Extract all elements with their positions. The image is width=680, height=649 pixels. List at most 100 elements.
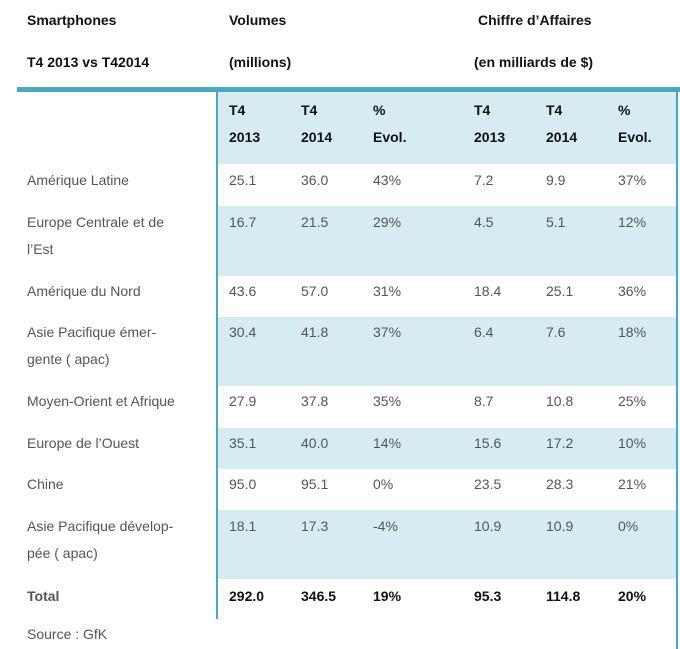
col-header-1-line1: T4	[229, 102, 246, 118]
cell-vol-2014: 41.8	[301, 324, 329, 340]
cell-vol-evol: 0%	[373, 476, 394, 492]
col-header-4-line2: 2013	[474, 129, 506, 145]
col-header-1: T4 2013	[229, 97, 260, 151]
table-row: Asie Pacifique émer-gente ( apac) 30.4 4…	[17, 317, 676, 386]
total-ca-evol: 20%	[618, 588, 647, 604]
table-row: Amérique du Nord 43.6 57.0 31% 18.4 25.1…	[17, 276, 676, 317]
row-label: Asie Pacifique dévelop-pée ( apac)	[27, 518, 174, 561]
cell-ca-2013: 8.7	[474, 393, 494, 409]
total-label: Total	[27, 588, 60, 604]
cell-ca-evol: 37%	[618, 172, 647, 188]
header-chiffre-affaires: Chiffre d’Affaires	[478, 12, 592, 28]
col-header-3: % Evol.	[373, 97, 406, 151]
cell-vol-2014: 37.8	[301, 393, 329, 409]
cell-ca-2013: 6.4	[474, 324, 494, 340]
cell-vol-2013: 16.7	[229, 214, 257, 230]
cell-ca-evol: 36%	[618, 283, 647, 299]
total-vol-evol: 19%	[373, 588, 402, 604]
row-label: Amérique Latine	[27, 172, 129, 188]
col-header-5-line1: T4	[546, 102, 563, 118]
header-smartphones: Smartphones	[27, 12, 117, 28]
cell-ca-evol: 21%	[618, 476, 647, 492]
total-vol-2014: 346.5	[301, 588, 337, 604]
cell-ca-2013: 18.4	[474, 283, 502, 299]
cell-vol-2013: 18.1	[229, 518, 257, 534]
cell-ca-2014: 5.1	[546, 214, 566, 230]
cell-vol-evol: 35%	[373, 393, 402, 409]
cell-ca-evol: 10%	[618, 435, 647, 451]
cell-ca-evol: 12%	[618, 214, 647, 230]
cell-ca-2014: 25.1	[546, 283, 574, 299]
header-period: T4 2013 vs T42014	[27, 54, 150, 70]
header-volumes: Volumes	[229, 12, 287, 28]
cell-ca-evol: 25%	[618, 393, 647, 409]
cell-ca-2013: 7.2	[474, 172, 494, 188]
cell-ca-2013: 4.5	[474, 214, 494, 230]
cell-vol-2014: 21.5	[301, 214, 329, 230]
cell-ca-2014: 17.2	[546, 435, 574, 451]
col-header-5-line2: 2014	[546, 129, 578, 145]
source-note: Source : GfK	[27, 626, 108, 642]
row-label: Chine	[27, 476, 64, 492]
table-row: Chine 95.0 95.1 0% 23.5 28.3 21%	[17, 469, 676, 510]
table-row: Asie Pacifique dévelop-pée ( apac) 18.1 …	[17, 510, 676, 579]
cell-vol-2013: 30.4	[229, 324, 257, 340]
row-label: Amérique du Nord	[27, 283, 141, 299]
col-header-2: T4 2014	[301, 97, 332, 151]
col-header-4: T4 2013	[474, 97, 505, 151]
header-volumes-unit: (millions)	[229, 54, 292, 70]
total-ca-2013: 95.3	[474, 588, 502, 604]
cell-ca-2014: 28.3	[546, 476, 574, 492]
cell-ca-2013: 15.6	[474, 435, 502, 451]
cell-vol-2014: 36.0	[301, 172, 329, 188]
col-header-6: % Evol.	[618, 97, 651, 151]
table-row: Europe Centrale et de l’Est 16.7 21.5 29…	[17, 206, 676, 276]
total-ca-2014: 114.8	[546, 588, 581, 604]
cell-vol-2013: 27.9	[229, 393, 257, 409]
cell-vol-evol: 29%	[373, 214, 402, 230]
col-header-5: T4 2014	[546, 97, 577, 151]
column-divider	[216, 92, 218, 619]
cell-ca-2014: 7.6	[546, 324, 566, 340]
cell-ca-2014: 10.8	[546, 393, 574, 409]
cell-ca-evol: 0%	[618, 518, 639, 534]
cell-vol-2014: 17.3	[301, 518, 329, 534]
cell-ca-2014: 10.9	[546, 518, 574, 534]
cell-ca-2013: 23.5	[474, 476, 502, 492]
cell-vol-evol: 43%	[373, 172, 402, 188]
col-header-2-line1: T4	[301, 102, 318, 118]
cell-vol-evol: 37%	[373, 324, 402, 340]
cell-vol-evol: 31%	[373, 283, 402, 299]
cell-vol-2013: 43.6	[229, 283, 257, 299]
header-rule	[17, 87, 680, 92]
cell-vol-2014: 40.0	[301, 435, 329, 451]
total-vol-2013: 292.0	[229, 588, 265, 604]
row-label: Europe de l’Ouest	[27, 435, 140, 451]
col-header-6-line2: Evol.	[618, 129, 652, 145]
col-header-3-line1: %	[373, 102, 386, 118]
row-label: Asie Pacifique émer-gente ( apac)	[27, 324, 157, 367]
cell-vol-2014: 57.0	[301, 283, 329, 299]
col-header-3-line2: Evol.	[373, 129, 407, 145]
cell-ca-evol: 18%	[618, 324, 647, 340]
cell-vol-2013: 95.0	[229, 476, 257, 492]
table-right-border	[676, 92, 678, 649]
col-header-4-line1: T4	[474, 102, 491, 118]
cell-vol-evol: 14%	[373, 435, 402, 451]
row-label: Europe Centrale et de l’Est	[27, 214, 164, 257]
col-header-6-line1: %	[618, 102, 631, 118]
cell-vol-2014: 95.1	[301, 476, 329, 492]
cell-vol-2013: 35.1	[229, 435, 257, 451]
cell-vol-2013: 25.1	[229, 172, 257, 188]
row-label: Moyen-Orient et Afrique	[27, 393, 175, 409]
table-row: Amérique Latine 25.1 36.0 43% 7.2 9.9 37…	[17, 164, 676, 206]
total-row: Total 292.0 346.5 19% 95.3 114.8 20%	[17, 579, 676, 619]
cell-vol-evol: -4%	[373, 518, 398, 534]
col-header-1-line2: 2013	[229, 129, 261, 145]
table-row: Europe de l’Ouest 35.1 40.0 14% 15.6 17.…	[17, 428, 676, 469]
header-ca-unit: (en milliards de $)	[474, 54, 594, 70]
col-header-2-line2: 2014	[301, 129, 333, 145]
cell-ca-2013: 10.9	[474, 518, 502, 534]
table-row: Moyen-Orient et Afrique 27.9 37.8 35% 8.…	[17, 386, 676, 428]
cell-ca-2014: 9.9	[546, 172, 566, 188]
